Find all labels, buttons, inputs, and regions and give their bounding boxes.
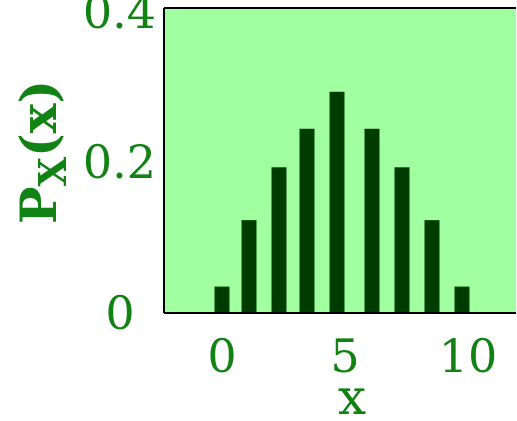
y-tick-label: 0.4 bbox=[83, 0, 156, 39]
y-axis-label-main: P bbox=[9, 187, 68, 225]
bar bbox=[424, 220, 440, 313]
x-tick-label: 10 bbox=[439, 329, 498, 383]
y-tick-label: 0 bbox=[105, 286, 134, 340]
y-axis-label: PX(x) bbox=[9, 80, 75, 224]
y-axis-label-paren: (x) bbox=[9, 80, 68, 157]
y-tick-labels: 0 0.2 0.4 bbox=[83, 0, 156, 340]
bar-group bbox=[214, 91, 470, 313]
x-tick-labels: 0 5 10 bbox=[207, 329, 497, 383]
bar bbox=[394, 167, 410, 313]
x-tick-label: 0 bbox=[207, 329, 236, 383]
bar bbox=[271, 167, 287, 313]
plot-frame bbox=[163, 7, 516, 314]
x-axis-label: x bbox=[338, 368, 366, 421]
x-tick-label: 5 bbox=[330, 329, 359, 383]
bar bbox=[329, 91, 345, 313]
bar bbox=[364, 128, 380, 313]
bar bbox=[214, 286, 230, 313]
bar bbox=[241, 220, 257, 313]
y-tick-label: 0.2 bbox=[83, 135, 156, 189]
y-axis-label-sub: X bbox=[30, 157, 75, 187]
bar bbox=[454, 286, 470, 313]
bar bbox=[299, 128, 315, 313]
